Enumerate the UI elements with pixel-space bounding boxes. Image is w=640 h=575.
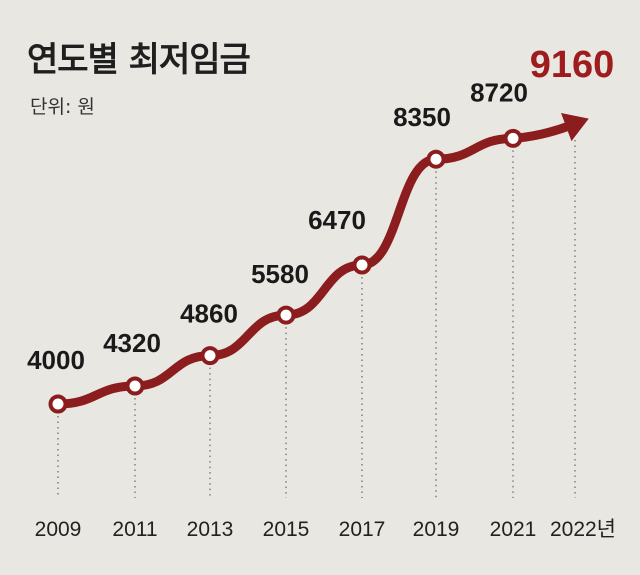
- value-label: 8350: [393, 102, 451, 132]
- series-line: [53, 121, 575, 409]
- chart-title: 연도별 최저임금: [27, 40, 251, 80]
- gridlines: [57, 140, 576, 498]
- x-tick-label: 2017: [339, 518, 386, 541]
- value-label: 4000: [27, 345, 85, 375]
- x-tick-label: 2011: [112, 518, 157, 541]
- data-point: [276, 305, 296, 325]
- value-label: 5580: [251, 259, 309, 289]
- data-point: [426, 149, 446, 169]
- x-tick-label: 2022년: [550, 518, 616, 541]
- x-tick-label: 2013: [187, 518, 234, 541]
- series-line-group: [53, 112, 589, 409]
- value-label: 8720: [470, 77, 528, 107]
- x-tick-label: 2015: [263, 518, 310, 541]
- x-tick-group: 2009 2011 2013 2015 2017 2019 2021 2022년: [35, 518, 616, 541]
- chart-unit-label: 단위: 원: [30, 96, 95, 118]
- x-tick-label: 2009: [35, 518, 82, 541]
- data-point: [48, 394, 68, 414]
- x-tick-label: 2019: [413, 518, 460, 541]
- value-label-highlight: 9160: [530, 44, 615, 86]
- x-tick-label: 2021: [490, 518, 537, 541]
- value-label: 4860: [180, 299, 238, 329]
- value-label: 6470: [308, 205, 366, 235]
- data-point: [200, 346, 220, 366]
- arrow-head-icon: [561, 112, 589, 142]
- marker-group: [48, 128, 523, 414]
- value-label: 4320: [103, 328, 161, 358]
- data-point: [503, 128, 523, 148]
- data-point: [352, 255, 372, 275]
- data-point: [125, 376, 145, 396]
